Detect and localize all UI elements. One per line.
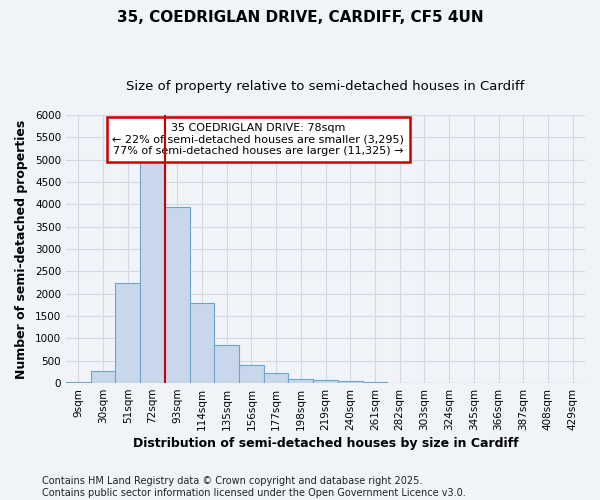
Title: Size of property relative to semi-detached houses in Cardiff: Size of property relative to semi-detach… <box>127 80 525 93</box>
Bar <box>313 380 338 383</box>
Bar <box>91 371 115 383</box>
Bar <box>338 381 362 383</box>
Y-axis label: Number of semi-detached properties: Number of semi-detached properties <box>15 120 28 378</box>
Text: 35 COEDRIGLAN DRIVE: 78sqm
← 22% of semi-detached houses are smaller (3,295)
77%: 35 COEDRIGLAN DRIVE: 78sqm ← 22% of semi… <box>112 123 404 156</box>
Bar <box>115 282 140 383</box>
X-axis label: Distribution of semi-detached houses by size in Cardiff: Distribution of semi-detached houses by … <box>133 437 518 450</box>
Bar <box>239 365 264 383</box>
Bar <box>264 373 289 383</box>
Bar <box>190 302 214 383</box>
Bar <box>362 382 388 383</box>
Bar <box>66 382 91 383</box>
Text: Contains HM Land Registry data © Crown copyright and database right 2025.
Contai: Contains HM Land Registry data © Crown c… <box>42 476 466 498</box>
Bar <box>140 162 165 383</box>
Text: 35, COEDRIGLAN DRIVE, CARDIFF, CF5 4UN: 35, COEDRIGLAN DRIVE, CARDIFF, CF5 4UN <box>116 10 484 25</box>
Bar <box>214 345 239 383</box>
Bar <box>289 378 313 383</box>
Bar <box>165 206 190 383</box>
